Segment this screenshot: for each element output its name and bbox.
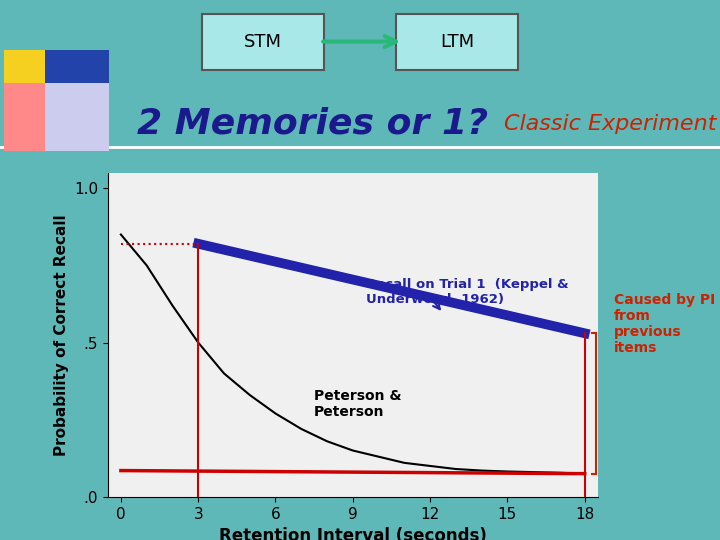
Bar	[4, 83, 68, 151]
Bar	[45, 50, 109, 133]
Text: LTM: LTM	[440, 32, 474, 51]
FancyBboxPatch shape	[396, 14, 518, 70]
X-axis label: Retention Interval (seconds): Retention Interval (seconds)	[219, 527, 487, 540]
Text: STM: STM	[244, 32, 282, 51]
Text: Recall on Trial 1  (Keppel &
Underwood, 1962): Recall on Trial 1 (Keppel & Underwood, 1…	[366, 278, 568, 306]
Text: Classic Experiment: Classic Experiment	[504, 114, 716, 134]
Text: Caused by PI
from
previous
items: Caused by PI from previous items	[614, 293, 715, 355]
Bar	[45, 83, 109, 151]
Text: 2 Memories or 1?: 2 Memories or 1?	[137, 107, 488, 141]
FancyBboxPatch shape	[202, 14, 324, 70]
Text: Peterson &
Peterson: Peterson & Peterson	[314, 389, 402, 420]
Y-axis label: Probability of Correct Recall: Probability of Correct Recall	[53, 214, 68, 456]
Bar	[4, 50, 68, 133]
